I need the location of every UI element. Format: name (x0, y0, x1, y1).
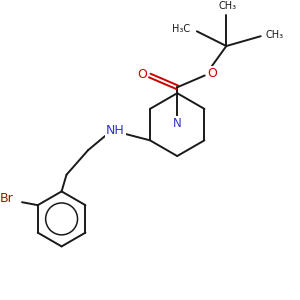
Text: O: O (208, 67, 218, 80)
Text: O: O (137, 68, 147, 81)
Text: N: N (173, 117, 182, 130)
Text: NH: NH (106, 124, 125, 137)
Text: CH₃: CH₃ (218, 1, 236, 11)
Text: CH₃: CH₃ (266, 30, 284, 40)
Text: Br: Br (0, 192, 13, 205)
Text: H₃C: H₃C (172, 24, 190, 34)
